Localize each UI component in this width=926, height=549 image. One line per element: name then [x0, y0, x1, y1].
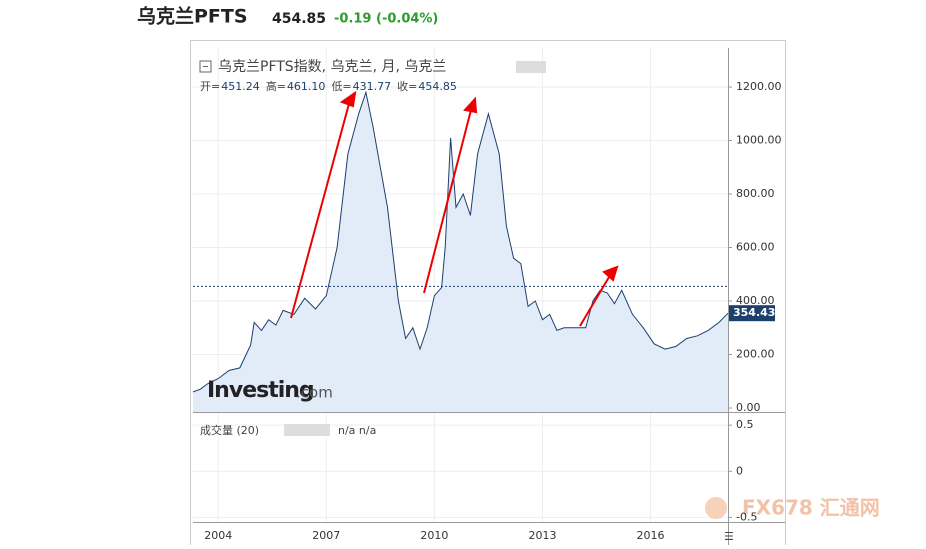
plot — [192, 48, 729, 522]
ohlc-value: 461.10 — [287, 80, 326, 93]
y-tick-label: 600.00 — [736, 241, 775, 254]
last-value-box — [729, 305, 775, 322]
arrowhead — [602, 265, 619, 282]
collapse-icon[interactable] — [199, 60, 212, 73]
area — [193, 92, 728, 413]
price: 454.85 — [272, 11, 326, 27]
ohlc-value: 451.24 — [221, 80, 260, 93]
ohlc-value: 454.85 — [418, 80, 457, 93]
price-change: -0.19 (-0.04%) — [334, 12, 438, 27]
volume-tick-label: -0.5 — [736, 510, 757, 523]
y-tick-label: 1200.00 — [736, 80, 782, 93]
watermark-investing: Investing — [207, 378, 314, 403]
ohlc-label: 开= — [200, 80, 220, 93]
instrument-name: 乌克兰PFTS — [137, 5, 248, 28]
volume-tick-label: 0 — [736, 464, 743, 477]
watermark-logo — [705, 497, 727, 519]
x-tick-label: 2004 — [204, 529, 232, 542]
ohlc-label: 低= — [331, 80, 351, 93]
arrow — [423, 105, 473, 294]
x-tick-label: 2007 — [312, 529, 340, 542]
y-tick-label: 200.00 — [736, 347, 775, 360]
annotations — [290, 90, 619, 327]
arrowhead — [463, 96, 478, 114]
line — [192, 90, 729, 393]
ohlc-label: 高= — [266, 79, 286, 93]
x-tick-label: 2010 — [420, 529, 448, 542]
y-tick-label: 0.00 — [736, 401, 761, 414]
arrow — [290, 99, 351, 319]
chart-title: 乌克兰PFTS指数, 乌克兰, 月, 乌克兰 — [218, 59, 446, 75]
x-tick-label: 2013 — [528, 529, 556, 542]
y-tick-label: 400.00 — [736, 294, 775, 307]
arrowhead — [339, 90, 357, 108]
y-tick-label: 800.00 — [736, 187, 775, 200]
watermark-com: .com — [296, 384, 333, 402]
volume-tick-label: 0.5 — [736, 418, 754, 431]
volume-title: 成交量 (20) — [200, 423, 259, 437]
settings-icons[interactable] — [516, 61, 546, 73]
ohlc-label: 收= — [397, 79, 417, 93]
x-tick-label: 2016 — [637, 529, 665, 542]
y-tick-label: 1000.00 — [736, 134, 782, 147]
last-value-label: 354.43 — [733, 306, 775, 319]
ohlc-value: 431.77 — [353, 80, 392, 93]
volume-values: n/a n/a — [338, 424, 376, 437]
watermark-fx678: FX678 汇通网 — [742, 496, 880, 520]
arrow — [579, 271, 613, 327]
menu-icon[interactable]: ☰ — [724, 530, 734, 543]
volume-icons[interactable] — [284, 424, 330, 436]
